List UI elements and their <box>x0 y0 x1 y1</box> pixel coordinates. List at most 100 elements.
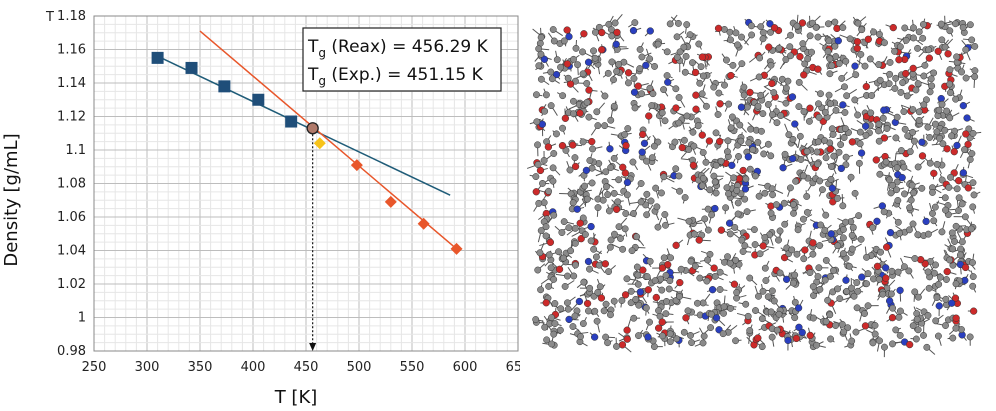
atom <box>550 211 558 219</box>
atom <box>536 249 544 257</box>
atom <box>583 195 591 203</box>
atom <box>732 256 740 264</box>
atom <box>637 198 645 206</box>
atom <box>942 276 950 283</box>
atom <box>853 304 861 312</box>
atom <box>809 239 817 247</box>
atom <box>886 228 895 237</box>
atom <box>889 340 896 348</box>
y-tick-labels: 0.98 1 1.02 1.04 1.06 1.08 1.1 1.12 1.14 1.16 1.18 <box>57 9 86 359</box>
atom <box>712 189 720 197</box>
atom <box>938 228 946 236</box>
atom <box>831 42 839 50</box>
atom <box>854 19 862 27</box>
atom <box>886 58 894 66</box>
atom <box>909 106 917 114</box>
atom <box>775 44 783 52</box>
atom <box>601 122 609 130</box>
atom <box>914 231 922 239</box>
atom <box>902 69 910 78</box>
atom <box>941 194 949 202</box>
atom <box>971 73 979 81</box>
atom <box>595 261 603 269</box>
atom <box>952 222 960 230</box>
atom <box>676 187 684 195</box>
atom <box>621 225 629 233</box>
atom <box>952 280 960 288</box>
atom <box>689 59 696 67</box>
atom <box>854 111 862 119</box>
atom <box>917 256 925 264</box>
atom <box>755 292 762 300</box>
atom <box>910 189 917 197</box>
atom <box>630 75 638 82</box>
atom <box>673 53 681 61</box>
atom <box>555 248 563 256</box>
atom <box>809 250 817 258</box>
atom <box>953 141 961 150</box>
atom <box>966 156 974 163</box>
atom <box>876 170 884 178</box>
atom <box>822 318 830 326</box>
atom <box>782 56 790 64</box>
atom <box>773 326 781 334</box>
atom <box>730 174 738 182</box>
atom <box>662 272 670 279</box>
atom <box>914 44 921 52</box>
atom <box>952 314 960 322</box>
atom <box>646 27 654 35</box>
atom <box>912 335 920 343</box>
atom <box>575 297 584 306</box>
atom <box>569 199 577 207</box>
atom <box>556 326 564 334</box>
atom <box>623 275 631 283</box>
atom <box>634 82 642 90</box>
atom <box>738 236 746 244</box>
atom <box>873 262 882 271</box>
atom <box>576 219 584 227</box>
atom <box>699 149 707 156</box>
atom <box>602 300 610 308</box>
atom <box>550 330 558 338</box>
atom <box>943 107 951 115</box>
atom <box>557 305 565 313</box>
atom <box>612 40 620 48</box>
y-tick-label: 1.18 <box>57 9 86 24</box>
atom <box>910 24 917 32</box>
atom <box>942 206 949 214</box>
atom <box>624 125 632 132</box>
atom <box>532 316 540 323</box>
atom <box>864 270 872 278</box>
atom <box>615 176 623 184</box>
atom <box>801 60 809 68</box>
atom <box>791 314 799 322</box>
atom <box>674 19 682 27</box>
atom <box>756 250 764 258</box>
atom <box>923 343 931 351</box>
atom <box>946 256 954 264</box>
atom <box>832 322 840 329</box>
atom <box>941 43 949 51</box>
atom <box>896 286 904 295</box>
atom <box>733 289 741 296</box>
atom <box>537 34 545 41</box>
atom <box>906 204 914 212</box>
atom <box>849 223 857 231</box>
atom <box>787 52 795 60</box>
atom <box>862 122 870 130</box>
atom <box>932 261 939 269</box>
atom <box>903 92 911 100</box>
atom <box>853 38 862 46</box>
atom <box>767 308 775 316</box>
atom <box>579 214 587 222</box>
atom <box>897 147 905 154</box>
atom <box>680 328 688 336</box>
atom <box>535 199 543 207</box>
atom <box>887 290 895 298</box>
x-tick-label: 300 <box>135 360 160 375</box>
atom <box>570 97 577 105</box>
atom <box>837 141 845 149</box>
atom <box>843 92 851 100</box>
atom <box>943 267 951 276</box>
atom <box>962 74 970 82</box>
